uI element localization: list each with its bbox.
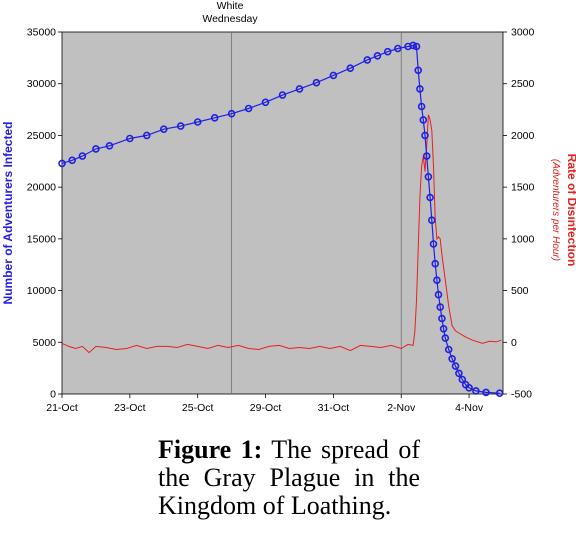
infected-point-9 — [193, 118, 202, 126]
series-line-right — [61, 114, 502, 354]
infected-point-1 — [68, 156, 76, 165]
infected-point-21 — [383, 47, 392, 56]
right-axis-label: Rate of Disinfection — [565, 154, 576, 267]
right-tick-label-7: 3000 — [511, 27, 535, 39]
caption-label: Figure 1: — [158, 435, 263, 464]
infected-point-46 — [455, 369, 463, 378]
left-tick-label-4: 20000 — [27, 182, 56, 194]
left-tick-label-6: 30000 — [27, 78, 56, 90]
infected-point-29 — [419, 116, 428, 124]
infected-point-38 — [434, 290, 443, 299]
left-tick-label-5: 25000 — [27, 130, 56, 142]
right-tick-label-1: 0 — [511, 337, 517, 349]
infected-point-52 — [495, 389, 504, 398]
infected-point-10 — [210, 114, 219, 122]
infected-point-35 — [429, 240, 438, 248]
infected-point-50 — [472, 387, 480, 395]
infected-point-42 — [441, 334, 450, 342]
infected-point-26 — [414, 66, 423, 75]
infected-point-2 — [78, 152, 87, 160]
x-tick-label-6: 4-Nov — [455, 402, 484, 414]
x-tick-label-3: 29-Oct — [250, 402, 282, 414]
infected-point-43 — [444, 345, 453, 354]
right-axis-sublabel: (Adventurers per Hour) — [550, 159, 561, 261]
plot-area — [61, 31, 504, 395]
infected-point-18 — [346, 64, 355, 72]
infected-point-5 — [126, 134, 134, 143]
x-tick-label-1: 23-Oct — [114, 402, 146, 414]
infected-point-0 — [58, 159, 66, 168]
infected-point-8 — [176, 122, 185, 130]
infected-point-24 — [409, 41, 417, 50]
infected-point-49 — [465, 383, 473, 392]
series-disinfection-rate — [61, 114, 502, 354]
infected-point-19 — [363, 56, 372, 64]
infected-point-31 — [422, 152, 431, 160]
figure-caption: Figure 1: The spread of the Gray Plague … — [158, 436, 420, 520]
x-tick-label-5: 2-Nov — [387, 402, 416, 414]
infected-point-44 — [448, 354, 456, 363]
infected-point-33 — [426, 193, 434, 202]
right-tick-label-3: 1000 — [511, 233, 535, 245]
infected-point-32 — [424, 173, 433, 181]
infected-point-30 — [421, 131, 429, 140]
x-axis-ticks: 21-Oct 23-Oct 25-Oct 29-Oct 31-Oct 2-Nov 4-Nov — [46, 394, 484, 414]
right-tick-label-6: 2500 — [511, 78, 535, 90]
infected-point-25 — [412, 42, 421, 51]
infected-point-16 — [312, 78, 321, 87]
infected-point-41 — [439, 324, 448, 333]
infected-point-4 — [105, 142, 114, 150]
annotation-line-1: White — [217, 0, 244, 12]
infected-point-22 — [393, 44, 402, 53]
left-tick-label-1: 5000 — [33, 337, 57, 349]
left-tick-label-0: 0 — [50, 389, 56, 401]
infected-point-11 — [227, 109, 236, 118]
infected-point-6 — [143, 131, 151, 140]
infected-point-45 — [451, 362, 460, 370]
infected-point-28 — [417, 102, 426, 111]
infected-point-15 — [295, 85, 304, 93]
infected-point-34 — [427, 216, 436, 224]
infected-point-27 — [416, 85, 424, 93]
infected-point-47 — [458, 375, 467, 384]
left-axis-label: Number of Adventurers Infected — [1, 122, 15, 305]
x-tick-label-0: 21-Oct — [46, 402, 78, 414]
infected-point-17 — [329, 71, 338, 80]
infected-point-20 — [373, 51, 382, 60]
left-tick-label-3: 15000 — [27, 233, 56, 245]
x-tick-label-2: 25-Oct — [182, 402, 214, 414]
infected-point-14 — [278, 91, 287, 99]
right-tick-label-5: 2000 — [511, 130, 535, 142]
caption-text: The spread of the Gray Plague in the Kin… — [158, 435, 420, 520]
x-tick-label-4: 31-Oct — [318, 402, 350, 414]
infected-point-7 — [160, 125, 168, 133]
infected-point-36 — [431, 259, 440, 268]
left-tick-label-7: 35000 — [27, 27, 56, 39]
infected-point-12 — [244, 104, 253, 113]
infected-point-51 — [482, 388, 490, 397]
infected-point-3 — [92, 145, 100, 153]
gridlines — [231, 32, 402, 394]
right-tick-label-4: 1500 — [511, 182, 535, 194]
series-infected — [58, 41, 504, 398]
infected-point-37 — [433, 276, 441, 285]
left-tick-label-2: 10000 — [27, 285, 56, 297]
annotation-line-2: Wednesday — [202, 13, 258, 25]
right-tick-label-2: 500 — [511, 285, 529, 297]
infected-point-13 — [261, 98, 270, 107]
right-tick-label-0: -500 — [511, 389, 532, 401]
infected-point-40 — [438, 314, 446, 323]
right-axis-ticks: -500 0 500 1000 1500 2000 2500 3000 — [503, 27, 535, 401]
left-axis-ticks: 0 5000 10000 15000 20000 25000 30000 35000 — [27, 27, 62, 401]
infected-point-39 — [436, 303, 445, 311]
